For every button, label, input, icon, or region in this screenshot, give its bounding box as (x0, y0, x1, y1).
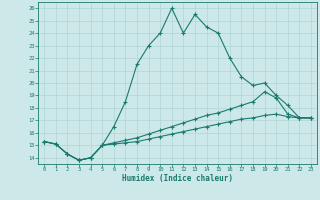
X-axis label: Humidex (Indice chaleur): Humidex (Indice chaleur) (122, 174, 233, 183)
